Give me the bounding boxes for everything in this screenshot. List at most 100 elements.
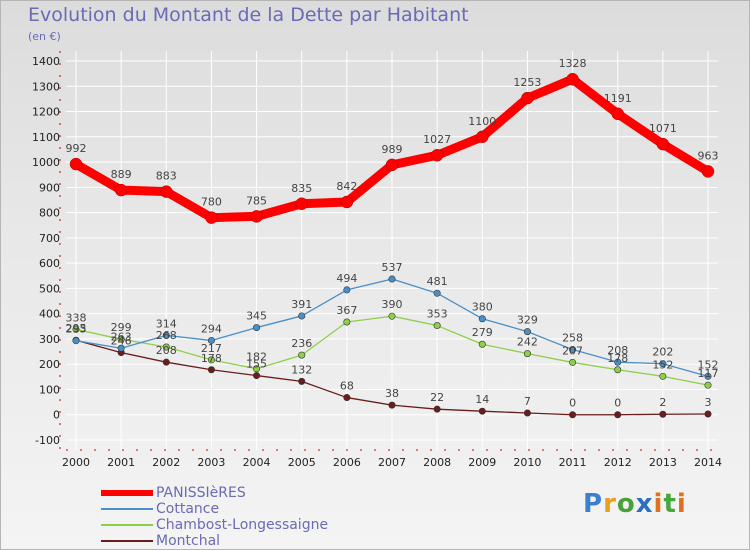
data-point-montchal	[388, 401, 396, 409]
data-label-cottance: 494	[336, 272, 357, 285]
data-point-panissieres	[701, 165, 715, 178]
data-label-panissieres: 989	[382, 143, 403, 156]
data-point-chambost	[614, 366, 622, 374]
data-label-panissieres: 835	[291, 182, 312, 195]
data-point-panissieres	[340, 195, 354, 209]
legend-label: Montchal	[156, 533, 221, 549]
data-point-chambost	[433, 322, 441, 330]
data-point-chambost	[162, 343, 170, 351]
data-label-cottance: 391	[291, 298, 312, 311]
x-tick-label: 2008	[423, 456, 451, 469]
data-point-montchal	[433, 405, 441, 413]
data-label-montchal: 14	[475, 393, 489, 406]
data-label-chambost: 338	[66, 311, 87, 324]
y-tick-label: 1400	[32, 55, 60, 68]
chart-title: Evolution du Montant de la Dette par Hab…	[28, 4, 469, 26]
data-label-montchal: 3	[705, 396, 712, 409]
data-label-chambost: 217	[201, 342, 222, 355]
data-label-chambost: 152	[652, 358, 673, 371]
data-label-montchal: 68	[340, 380, 354, 393]
y-tick-label: 1300	[32, 80, 60, 93]
logo-letter: o	[616, 489, 636, 519]
data-point-montchal	[207, 366, 215, 374]
x-tick-label: 2005	[288, 456, 316, 469]
data-label-chambost: 299	[111, 321, 132, 334]
data-label-cottance: 202	[652, 346, 673, 359]
x-tick-label: 2006	[333, 456, 361, 469]
series-cottance	[72, 275, 712, 380]
data-point-panissieres	[385, 158, 399, 172]
data-label-chambost: 353	[427, 308, 448, 321]
logo-letter: P	[583, 489, 604, 519]
data-label-cottance: 208	[607, 344, 628, 357]
data-point-cottance	[343, 286, 351, 294]
data-label-chambost: 182	[246, 351, 267, 364]
data-point-panissieres	[521, 91, 534, 105]
x-tick-label: 2007	[378, 456, 406, 469]
y-tick-label: 800	[39, 207, 60, 220]
logo-letter: i	[676, 489, 687, 519]
x-tick-label: 2004	[243, 456, 271, 469]
data-label-panissieres: 889	[111, 168, 132, 181]
data-point-montchal	[298, 377, 306, 385]
data-point-cottance	[298, 312, 306, 320]
data-point-montchal	[659, 410, 667, 418]
x-tick-label: 2010	[513, 456, 541, 469]
logo-letter: x	[635, 489, 654, 519]
data-label-chambost: 390	[382, 298, 403, 311]
data-label-cottance: 314	[156, 317, 177, 330]
data-label-chambost: 207	[562, 344, 583, 357]
x-tick-label: 2003	[197, 456, 225, 469]
data-point-panissieres	[295, 197, 308, 211]
series-panissieres	[69, 72, 715, 224]
data-point-panissieres	[430, 148, 444, 162]
data-point-montchal	[569, 411, 577, 419]
x-tick-label: 2000	[62, 456, 90, 469]
x-tick-label: 2013	[649, 456, 677, 469]
legend-label: Chambost-Longessaigne	[156, 517, 329, 533]
data-point-panissieres	[250, 210, 263, 223]
series-montchal	[72, 336, 712, 419]
data-label-montchal: 7	[524, 395, 531, 408]
data-label-panissieres: 1191	[604, 92, 632, 105]
y-tick-label: 300	[39, 333, 60, 346]
y-tick-label: 400	[39, 308, 60, 321]
legend-swatch-montchal	[101, 540, 153, 542]
data-point-panissieres	[114, 183, 128, 197]
data-label-cottance: 345	[246, 310, 267, 323]
data-point-chambost	[343, 318, 351, 326]
data-label-chambost: 268	[156, 329, 177, 342]
data-point-panissieres	[611, 107, 624, 121]
data-label-cottance: 263	[111, 330, 132, 343]
data-point-cottance	[433, 289, 441, 297]
data-point-panissieres	[566, 72, 579, 86]
data-point-cottance	[704, 372, 712, 380]
data-label-cottance: 537	[382, 261, 403, 274]
data-label-cottance: 293	[66, 323, 87, 336]
data-point-cottance	[614, 358, 622, 366]
data-point-cottance	[117, 344, 125, 352]
data-point-panissieres	[160, 185, 173, 198]
data-point-panissieres	[656, 137, 670, 151]
data-label-cottance: 294	[201, 322, 222, 335]
data-label-chambost: 279	[472, 326, 493, 339]
data-point-cottance	[388, 275, 396, 283]
data-point-chambost	[253, 365, 261, 373]
x-tick-label: 2012	[604, 456, 632, 469]
data-label-panissieres: 1253	[513, 76, 541, 89]
data-label-montchal: 132	[291, 363, 312, 376]
data-point-chambost	[478, 340, 486, 348]
data-point-chambost	[298, 351, 306, 359]
data-label-panissieres: 883	[156, 170, 177, 183]
data-label-chambost: 117	[698, 367, 719, 380]
data-label-panissieres: 1328	[559, 57, 587, 70]
data-label-chambost: 242	[517, 336, 538, 349]
series-chambost	[72, 312, 712, 389]
data-label-chambost: 236	[291, 337, 312, 350]
data-point-montchal	[704, 410, 712, 418]
legend-label: PANISSIèRES	[156, 485, 246, 501]
x-tick-label: 2011	[559, 456, 587, 469]
data-point-montchal	[343, 394, 351, 402]
legend-swatch-chambost	[101, 524, 153, 526]
